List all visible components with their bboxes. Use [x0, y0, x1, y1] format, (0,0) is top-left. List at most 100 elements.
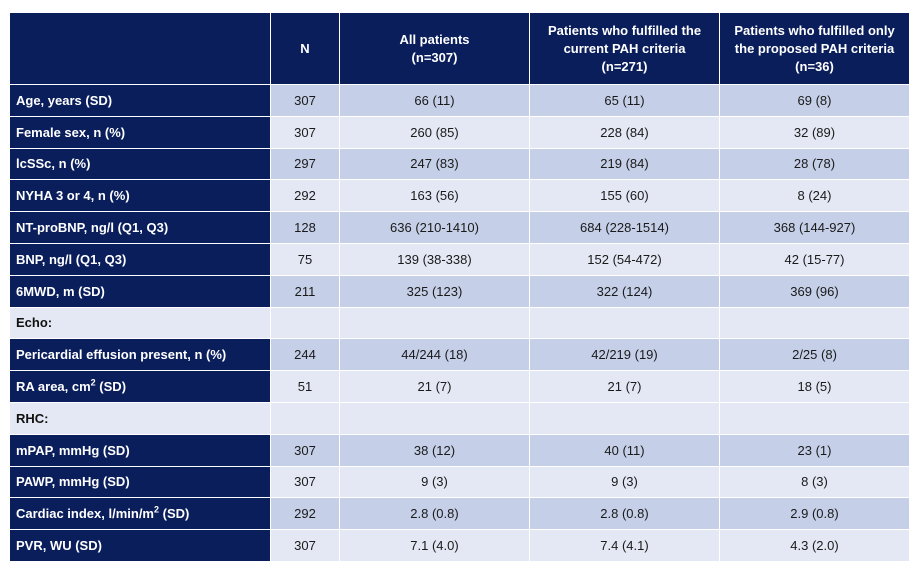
- table-row: RA area, cm2 (SD) 51 21 (7) 21 (7) 18 (5…: [9, 370, 910, 403]
- header-all-line-2: (n=307): [411, 49, 458, 65]
- header-current-criteria: Patients who fulfilled the current PAH c…: [529, 12, 720, 85]
- header-row: N All patients (n=307) Patients who fulf…: [9, 12, 910, 85]
- cell-current: 40 (11): [529, 433, 720, 467]
- row-label: 6MWD, m (SD): [9, 274, 271, 308]
- cell-all: 139 (38-338): [339, 242, 530, 276]
- patient-characteristics-table: N All patients (n=307) Patients who fulf…: [9, 12, 910, 562]
- cell-current: 322 (124): [529, 274, 720, 308]
- section-empty-cell: [339, 401, 530, 435]
- header-empty-cell: [9, 12, 271, 85]
- row-label: Age, years (SD): [9, 84, 271, 117]
- header-proposed-line-1: Patients who fulfilled only: [734, 22, 895, 38]
- cell-current: 228 (84): [529, 115, 720, 149]
- cell-proposed: 369 (96): [719, 274, 910, 308]
- cell-n: 297: [270, 147, 340, 181]
- table-row: Cardiac index, l/min/m2 (SD) 292 2.8 (0.…: [9, 497, 910, 531]
- row-label: mPAP, mmHg (SD): [9, 433, 271, 467]
- cell-current: 42/219 (19): [529, 338, 720, 372]
- row-label-text: RA area, cm: [16, 379, 91, 395]
- section-empty-cell: [529, 306, 720, 340]
- superscript: 2: [154, 504, 160, 515]
- cell-all: 2.8 (0.8): [339, 497, 530, 531]
- table-row: PVR, WU (SD) 307 7.1 (4.0) 7.4 (4.1) 4.3…: [9, 529, 910, 562]
- cell-all: 38 (12): [339, 433, 530, 467]
- cell-all: 66 (11): [339, 84, 530, 117]
- section-empty-cell: [339, 306, 530, 340]
- table-row: NT-proBNP, ng/l (Q1, Q3) 128 636 (210-14…: [9, 211, 910, 244]
- cell-all: 7.1 (4.0): [339, 529, 530, 562]
- superscript: 2: [90, 377, 96, 388]
- cell-proposed: 42 (15-77): [719, 242, 910, 276]
- cell-n: 51: [270, 370, 340, 403]
- header-current-line-2: current PAH criteria: [563, 40, 686, 56]
- row-label-text: Cardiac index, l/min/m: [16, 506, 154, 522]
- row-label: BNP, ng/l (Q1, Q3): [9, 242, 271, 276]
- table-row: NYHA 3 or 4, n (%) 292 163 (56) 155 (60)…: [9, 179, 910, 213]
- cell-n: 307: [270, 529, 340, 562]
- cell-n: 307: [270, 433, 340, 467]
- cell-n: 75: [270, 242, 340, 276]
- header-proposed-line-3: (n=36): [795, 58, 834, 74]
- cell-current: 2.8 (0.8): [529, 497, 720, 531]
- cell-proposed: 23 (1): [719, 433, 910, 467]
- table-row: 6MWD, m (SD) 211 325 (123) 322 (124) 369…: [9, 274, 910, 308]
- section-row-echo: Echo:: [9, 306, 910, 340]
- cell-proposed: 2.9 (0.8): [719, 497, 910, 531]
- cell-current: 65 (11): [529, 84, 720, 117]
- cell-proposed: 4.3 (2.0): [719, 529, 910, 562]
- cell-all: 247 (83): [339, 147, 530, 181]
- header-n: N: [270, 12, 340, 85]
- cell-all: 21 (7): [339, 370, 530, 403]
- cell-proposed: 8 (3): [719, 465, 910, 499]
- section-empty-cell: [270, 306, 340, 340]
- cell-n: 211: [270, 274, 340, 308]
- section-label-rhc: RHC:: [9, 401, 271, 435]
- cell-current: 219 (84): [529, 147, 720, 181]
- header-current-line-1: Patients who fulfilled the: [547, 22, 702, 38]
- table-row: Female sex, n (%) 307 260 (85) 228 (84) …: [9, 115, 910, 149]
- row-label: Pericardial effusion present, n (%): [9, 338, 271, 372]
- row-label: NYHA 3 or 4, n (%): [9, 179, 271, 213]
- cell-proposed: 18 (5): [719, 370, 910, 403]
- cell-n: 244: [270, 338, 340, 372]
- section-empty-cell: [719, 306, 910, 340]
- table-row: Age, years (SD) 307 66 (11) 65 (11) 69 (…: [9, 84, 910, 117]
- table-row: BNP, ng/l (Q1, Q3) 75 139 (38-338) 152 (…: [9, 242, 910, 276]
- cell-current: 684 (228-1514): [529, 211, 720, 244]
- cell-n: 307: [270, 465, 340, 499]
- header-all-patients: All patients (n=307): [339, 12, 530, 85]
- row-label-suffix: (SD): [95, 379, 127, 395]
- cell-n: 292: [270, 179, 340, 213]
- table-row: Pericardial effusion present, n (%) 244 …: [9, 338, 910, 372]
- cell-proposed: 2/25 (8): [719, 338, 910, 372]
- row-label-suffix: (SD): [159, 506, 190, 522]
- table-row: mPAP, mmHg (SD) 307 38 (12) 40 (11) 23 (…: [9, 433, 910, 467]
- row-label: PVR, WU (SD): [9, 529, 271, 562]
- row-label: Female sex, n (%): [9, 115, 271, 149]
- cell-proposed: 32 (89): [719, 115, 910, 149]
- cell-n: 307: [270, 115, 340, 149]
- cell-current: 152 (54-472): [529, 242, 720, 276]
- cell-current: 155 (60): [529, 179, 720, 213]
- cell-all: 325 (123): [339, 274, 530, 308]
- row-label: RA area, cm2 (SD): [9, 370, 271, 403]
- cell-current: 7.4 (4.1): [529, 529, 720, 562]
- row-label: PAWP, mmHg (SD): [9, 465, 271, 499]
- cell-n: 292: [270, 497, 340, 531]
- cell-all: 260 (85): [339, 115, 530, 149]
- row-label: Cardiac index, l/min/m2 (SD): [9, 497, 271, 531]
- cell-all: 636 (210-1410): [339, 211, 530, 244]
- cell-proposed: 8 (24): [719, 179, 910, 213]
- cell-n: 128: [270, 211, 340, 244]
- cell-proposed: 69 (8): [719, 84, 910, 117]
- section-label-echo: Echo:: [9, 306, 271, 340]
- header-all-line-1: All patients: [399, 31, 470, 47]
- section-row-rhc: RHC:: [9, 401, 910, 435]
- table-row: PAWP, mmHg (SD) 307 9 (3) 9 (3) 8 (3): [9, 465, 910, 499]
- table-row: lcSSc, n (%) 297 247 (83) 219 (84) 28 (7…: [9, 147, 910, 181]
- header-proposed-criteria: Patients who fulfilled only the proposed…: [719, 12, 910, 85]
- header-current-line-3: (n=271): [601, 58, 648, 74]
- row-label: NT-proBNP, ng/l (Q1, Q3): [9, 211, 271, 244]
- section-empty-cell: [270, 401, 340, 435]
- section-empty-cell: [719, 401, 910, 435]
